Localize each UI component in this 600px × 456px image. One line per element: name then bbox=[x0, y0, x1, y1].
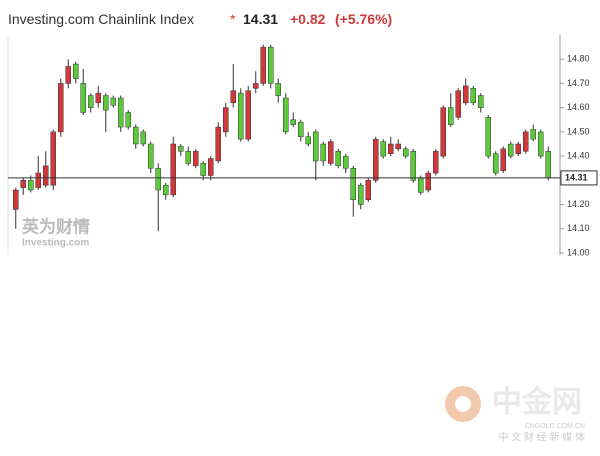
candle-body bbox=[103, 95, 109, 111]
candle-body bbox=[373, 138, 379, 181]
logo bbox=[455, 396, 471, 412]
candle-body bbox=[170, 143, 176, 196]
candle-body bbox=[425, 172, 431, 191]
candle-body bbox=[275, 83, 281, 96]
candle-body bbox=[20, 180, 26, 188]
candle-body bbox=[193, 151, 199, 167]
candle-body bbox=[230, 90, 236, 104]
candle-body bbox=[88, 95, 94, 108]
candle-body bbox=[328, 141, 334, 164]
watermark: Investing.com bbox=[22, 238, 89, 249]
candle-body bbox=[440, 107, 446, 157]
candle-body bbox=[43, 165, 49, 186]
price: 14.31 bbox=[243, 11, 278, 27]
candle-body bbox=[395, 143, 401, 150]
watermark: 中 文 财 经 新 媒 体 bbox=[498, 431, 585, 444]
candle-body bbox=[185, 151, 191, 164]
candle-body bbox=[418, 177, 424, 193]
y-tick-label: 14.20 bbox=[567, 199, 590, 209]
candle-body bbox=[350, 167, 356, 200]
candle-body bbox=[313, 131, 319, 162]
candle-body bbox=[148, 143, 154, 169]
chart-title: Investing.com Chainlink Index bbox=[8, 11, 194, 27]
candle-body bbox=[95, 92, 101, 104]
candle-body bbox=[163, 184, 169, 196]
candle-body bbox=[463, 85, 469, 104]
candle-body bbox=[470, 88, 476, 104]
y-tick-label: 14.70 bbox=[567, 78, 590, 88]
candle-body bbox=[133, 126, 139, 145]
marker: * bbox=[230, 11, 236, 27]
candle-body bbox=[140, 131, 146, 145]
candle-body bbox=[290, 119, 296, 125]
candle-body bbox=[80, 83, 86, 113]
candle-body bbox=[268, 46, 274, 84]
y-tick-label: 14.40 bbox=[567, 150, 590, 160]
candle-body bbox=[50, 131, 56, 186]
candle-body bbox=[73, 63, 79, 79]
candle-body bbox=[125, 112, 131, 128]
candle-body bbox=[515, 143, 521, 154]
candle-body bbox=[478, 95, 484, 108]
candle-body bbox=[500, 148, 506, 171]
candle-body bbox=[523, 131, 529, 152]
candle-body bbox=[178, 146, 184, 152]
candle-body bbox=[28, 180, 34, 191]
watermark: CNGOLD.COM.CN bbox=[525, 423, 585, 430]
candle-body bbox=[283, 97, 289, 133]
candle-body bbox=[410, 151, 416, 181]
candle-body bbox=[320, 143, 326, 162]
candle-body bbox=[253, 83, 259, 89]
candle-body bbox=[238, 92, 244, 140]
y-tick-label: 14.60 bbox=[567, 102, 590, 112]
price-label: 14.31 bbox=[565, 172, 588, 182]
candle-body bbox=[448, 107, 454, 125]
candle-body bbox=[208, 158, 214, 176]
candle-body bbox=[433, 151, 439, 174]
candle-body bbox=[493, 153, 499, 174]
candle-body bbox=[485, 117, 491, 157]
candle-body bbox=[380, 141, 386, 157]
candle-body bbox=[343, 155, 349, 169]
candle-body bbox=[223, 107, 229, 133]
change: +0.82 bbox=[290, 11, 326, 27]
candle-body bbox=[403, 148, 409, 157]
candle-body bbox=[305, 136, 311, 145]
candle-body bbox=[118, 97, 124, 128]
watermark: 中金网 bbox=[492, 385, 582, 419]
y-tick-label: 14.10 bbox=[567, 223, 590, 233]
candle-body bbox=[538, 131, 544, 157]
candle-body bbox=[545, 151, 551, 179]
candle-body bbox=[65, 66, 71, 84]
y-tick-label: 14.80 bbox=[567, 54, 590, 64]
candle-body bbox=[508, 143, 514, 157]
candle-body bbox=[358, 184, 364, 205]
candle-body bbox=[298, 121, 304, 137]
price-box bbox=[560, 170, 598, 186]
candle-body bbox=[215, 126, 221, 162]
candle-body bbox=[13, 189, 19, 210]
y-tick-label: 14.50 bbox=[567, 126, 590, 136]
y-tick-label: 14.00 bbox=[567, 247, 590, 257]
watermark: 英为财情 bbox=[22, 216, 90, 236]
candle-body bbox=[245, 90, 251, 140]
change-pct: (+5.76%) bbox=[335, 11, 392, 27]
candle-body bbox=[155, 167, 161, 191]
candle-body bbox=[110, 97, 116, 106]
candle-body bbox=[200, 163, 206, 176]
candle-body bbox=[455, 90, 461, 118]
candle-body bbox=[35, 172, 41, 188]
candle-body bbox=[58, 83, 64, 133]
candle-body bbox=[335, 151, 341, 167]
candle-body bbox=[530, 129, 536, 140]
candle-body bbox=[365, 180, 371, 200]
candle-body bbox=[260, 46, 266, 84]
candle-body bbox=[388, 143, 394, 154]
